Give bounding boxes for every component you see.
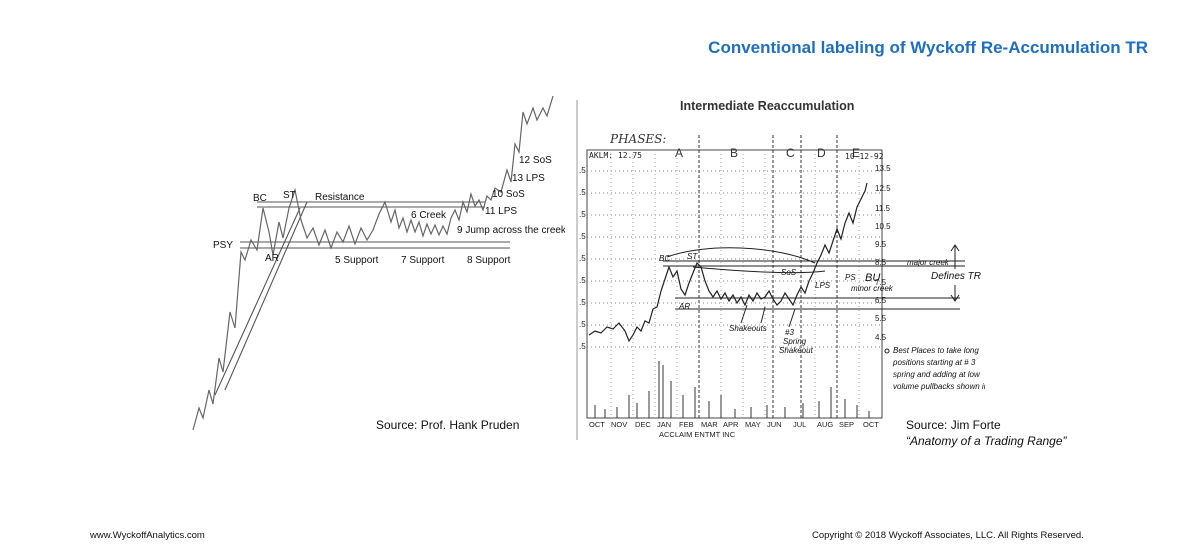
month: JAN — [657, 420, 671, 429]
month: JUL — [793, 420, 806, 429]
ltick: .5 — [579, 232, 586, 241]
phase-b: B — [730, 146, 738, 160]
reaccumulation-chart: Intermediate Reaccumulation PHASES: A B … — [576, 99, 985, 440]
ytick: 7.5 — [875, 278, 887, 287]
phases-label: PHASES: — [609, 132, 666, 146]
ytick: 5.5 — [875, 314, 887, 323]
jump-label: 9 Jump across the creek — [457, 225, 565, 236]
support-8-label: 8 Support — [467, 255, 511, 266]
chart-title: Intermediate Reaccumulation — [680, 99, 854, 113]
ltick: .5 — [579, 254, 586, 263]
ticker-label: AKLM: 12.75 — [589, 151, 642, 160]
page-title: Conventional labeling of Wyckoff Re-Accu… — [708, 38, 1148, 57]
footer-website[interactable]: www.WyckoffAnalytics.com — [90, 530, 205, 541]
lps-13-label: 13 LPS — [512, 173, 545, 184]
ytick: 11.5 — [875, 204, 891, 213]
ltick: .5 — [579, 166, 586, 175]
reaccumulation-schematic: PSY BC ST AR Resistance 6 Creek 5 Suppor… — [192, 95, 565, 431]
ytick: 13.5 — [875, 164, 891, 173]
creek-label: 6 Creek — [411, 210, 447, 221]
note-line: Best Places to take long — [893, 346, 979, 355]
st-label: ST — [283, 190, 296, 201]
note-line: spring and adding at low — [893, 370, 981, 379]
support-7-label: 7 Support — [401, 255, 445, 266]
month: AUG — [817, 420, 833, 429]
date-label: 10-12-92 — [845, 152, 884, 161]
month: FEB — [679, 420, 694, 429]
minor-creek-annotation: minor creek — [851, 284, 894, 293]
defines-tr-annotation: Defines TR — [931, 271, 981, 282]
ar-annotation: AR — [678, 302, 690, 311]
ytick: 4.5 — [875, 333, 887, 342]
bu-annotation: BU — [865, 272, 880, 284]
chart-frame — [586, 149, 883, 419]
month: MAY — [745, 420, 761, 429]
ltick: .5 — [579, 188, 586, 197]
trend-line-1 — [214, 207, 301, 396]
note-line: volume pullbacks shown in red — [893, 382, 985, 391]
sos-12-label: 12 SoS — [519, 155, 552, 166]
ltick: .5 — [579, 342, 586, 351]
phase-d: D — [817, 146, 826, 160]
st-annotation: ST — [687, 252, 698, 261]
phase-a: A — [675, 146, 683, 160]
ytick: 9.5 — [875, 240, 887, 249]
month: OCT — [589, 420, 605, 429]
ytick: 6.5 — [875, 296, 887, 305]
footer-copyright: Copyright © 2018 Wyckoff Associates, LLC… — [812, 530, 1084, 541]
month: NOV — [611, 420, 627, 429]
psy-label: PSY — [213, 240, 233, 251]
ltick: .5 — [579, 320, 586, 329]
ps-annotation: PS — [845, 273, 856, 282]
month: JUN — [767, 420, 782, 429]
month: DEC — [635, 420, 651, 429]
lps-annotation: LPS — [815, 281, 831, 290]
right-source-line-1: Source: Jim Forte — [906, 418, 1001, 432]
shakeout-annotation: Shakeout — [779, 346, 814, 355]
month: SEP — [839, 420, 854, 429]
right-source-line-2: “Anatomy of a Trading Range” — [906, 434, 1067, 448]
bc-label: BC — [253, 193, 267, 204]
ytick: 8.5 — [875, 258, 887, 267]
shakeouts-annotation: Shakeouts — [729, 324, 767, 333]
price-path — [192, 95, 554, 431]
company-label: ACCLAIM ENTMT INC — [659, 430, 736, 439]
ltick: .5 — [579, 276, 586, 285]
support-5-label: 5 Support — [335, 255, 379, 266]
ytick: 10.5 — [875, 222, 891, 231]
ltick: .5 — [579, 298, 586, 307]
major-creek-annotation: major creek — [907, 258, 950, 267]
note-line: positions starting at # 3 — [892, 358, 976, 367]
spring-annotation: Spring — [783, 337, 807, 346]
left-source: Source: Prof. Hank Pruden — [376, 418, 520, 432]
ytick: 12.5 — [875, 184, 891, 193]
month: MAR — [701, 420, 718, 429]
month: APR — [723, 420, 739, 429]
sos-10-label: 10 SoS — [492, 189, 525, 200]
phase-e: E — [852, 146, 860, 160]
ltick: .5 — [579, 210, 586, 219]
lps-11-label: 11 LPS — [485, 206, 517, 217]
phase-c: C — [786, 146, 795, 160]
spring-number-annotation: #3 — [785, 328, 794, 337]
month: OCT — [863, 420, 879, 429]
ar-label: AR — [265, 253, 279, 264]
resistance-label: Resistance — [315, 192, 365, 203]
trend-line-2 — [224, 201, 308, 391]
bc-annotation: BC — [659, 254, 670, 263]
